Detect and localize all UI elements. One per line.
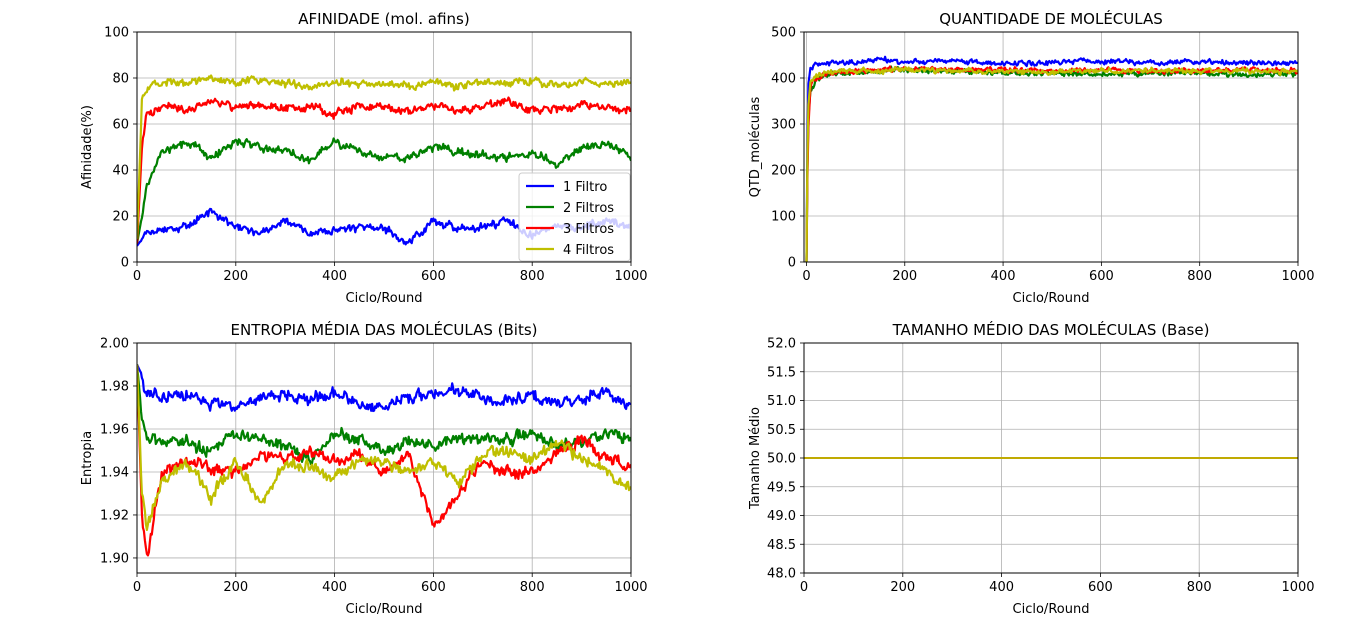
plot-frame xyxy=(803,31,1299,263)
legend-label: 2 Filtros xyxy=(563,201,614,216)
chart-title: TAMANHO MÉDIO DAS MOLÉCULAS (Base) xyxy=(892,320,1210,339)
plot-frame xyxy=(803,342,1299,574)
x-tick-label: 1000 xyxy=(1281,580,1314,595)
y-tick-label: 100 xyxy=(104,26,129,41)
y-tick-label: 50.5 xyxy=(767,423,796,438)
y-tick-label: 40 xyxy=(112,164,129,179)
y-tick-label: 20 xyxy=(112,210,129,225)
series-line-1 xyxy=(805,55,1298,262)
plot-frame xyxy=(136,31,632,263)
x-axis-label: Ciclo/Round xyxy=(1013,291,1090,306)
legend-label: 4 Filtros xyxy=(563,243,614,258)
series-line-3 xyxy=(805,65,1298,262)
x-tick-label: 400 xyxy=(322,580,347,595)
x-tick-label: 800 xyxy=(520,269,545,284)
y-tick-label: 1.98 xyxy=(100,379,129,394)
x-tick-label: 600 xyxy=(421,269,446,284)
y-tick-label: 60 xyxy=(112,118,129,133)
x-tick-label: 400 xyxy=(991,269,1016,284)
y-tick-label: 52.0 xyxy=(767,337,796,352)
y-tick-label: 80 xyxy=(112,72,129,87)
legend-label: 1 Filtro xyxy=(563,180,607,195)
y-axis-label: Tamanho Médio xyxy=(748,407,763,510)
x-axis-label: Ciclo/Round xyxy=(346,291,423,306)
plot-frame xyxy=(136,342,632,574)
chart-title: ENTROPIA MÉDIA DAS MOLÉCULAS (Bits) xyxy=(231,320,538,339)
x-tick-label: 600 xyxy=(421,580,446,595)
x-tick-label: 200 xyxy=(223,580,248,595)
chart-entropia: 0 200 400 600 800 1000 1.90 1.92 1.94 1.96 1.98 2.0… xyxy=(80,320,648,617)
x-tick-label: 400 xyxy=(322,269,347,284)
legend-box xyxy=(518,172,631,262)
legend: 1 Filtro 2 Filtros 3 Filtros 4 Filtros xyxy=(518,172,631,262)
series-line-4 xyxy=(137,74,631,240)
y-axis-label: Afinidade(%) xyxy=(80,105,95,189)
x-tick-label: 800 xyxy=(1187,580,1212,595)
series-line-1 xyxy=(137,364,631,413)
chart-title: QUANTIDADE DE MOLÉCULAS xyxy=(939,9,1163,28)
x-tick-label: 0 xyxy=(133,269,141,284)
x-tick-label: 200 xyxy=(890,580,915,595)
y-tick-label: 48.0 xyxy=(767,567,796,582)
y-tick-label: 51.5 xyxy=(767,365,796,380)
series-group xyxy=(137,364,631,557)
y-tick-label: 300 xyxy=(771,118,796,133)
y-tick-label: 48.5 xyxy=(767,538,796,553)
y-tick-label: 100 xyxy=(771,210,796,225)
series-line-2 xyxy=(805,65,1298,262)
legend-label: 3 Filtros xyxy=(563,222,614,237)
x-tick-label: 0 xyxy=(802,269,810,284)
series-group xyxy=(805,55,1298,262)
x-tick-label: 400 xyxy=(989,580,1014,595)
x-tick-label: 800 xyxy=(1187,269,1212,284)
chart-quantidade: 0 200 400 600 800 1000 0 100 200 300 400 500 QUANTID… xyxy=(748,9,1315,306)
y-tick-label: 200 xyxy=(771,164,796,179)
x-axis-label: Ciclo/Round xyxy=(1013,602,1090,617)
y-tick-label: 1.92 xyxy=(100,508,129,523)
y-tick-label: 400 xyxy=(771,72,796,87)
y-axis-label: Entropia xyxy=(80,431,95,485)
x-tick-label: 1000 xyxy=(614,580,647,595)
series-line-4 xyxy=(805,65,1298,262)
y-tick-label: 51.0 xyxy=(767,394,796,409)
series-line-3 xyxy=(137,96,631,244)
y-tick-label: 1.94 xyxy=(100,465,129,480)
chart-title: AFINIDADE (mol. afins) xyxy=(298,10,469,28)
chart-tamanho: 0 200 400 600 800 1000 48.0 48.5 49.0 49.5 50.0 50.… xyxy=(748,320,1315,617)
x-tick-label: 1000 xyxy=(1281,269,1314,284)
y-tick-label: 1.90 xyxy=(100,551,129,566)
chart-afinidade: 0 200 400 600 800 1000 0 20 40 60 80 100 AFINIDADE (… xyxy=(80,10,648,306)
y-tick-label: 1.96 xyxy=(100,422,129,437)
x-tick-label: 0 xyxy=(133,580,141,595)
y-tick-label: 2.00 xyxy=(100,337,129,352)
x-tick-label: 200 xyxy=(223,269,248,284)
y-tick-label: 0 xyxy=(121,256,129,271)
x-tick-label: 600 xyxy=(1089,269,1114,284)
series-line-3 xyxy=(137,364,631,557)
x-tick-label: 1000 xyxy=(614,269,647,284)
y-tick-label: 49.5 xyxy=(767,480,796,495)
y-tick-label: 0 xyxy=(788,256,796,271)
series-line-2 xyxy=(137,364,631,466)
series-line-4 xyxy=(137,364,631,532)
y-axis-label: QTD_moléculas xyxy=(748,96,763,197)
x-tick-label: 600 xyxy=(1088,580,1113,595)
x-tick-label: 200 xyxy=(892,269,917,284)
x-axis-label: Ciclo/Round xyxy=(346,602,423,617)
y-tick-label: 500 xyxy=(771,26,796,41)
x-tick-label: 0 xyxy=(800,580,808,595)
y-tick-label: 49.0 xyxy=(767,509,796,524)
x-tick-label: 800 xyxy=(520,580,545,595)
y-tick-label: 50.0 xyxy=(767,452,796,467)
series-line-2 xyxy=(137,137,631,244)
